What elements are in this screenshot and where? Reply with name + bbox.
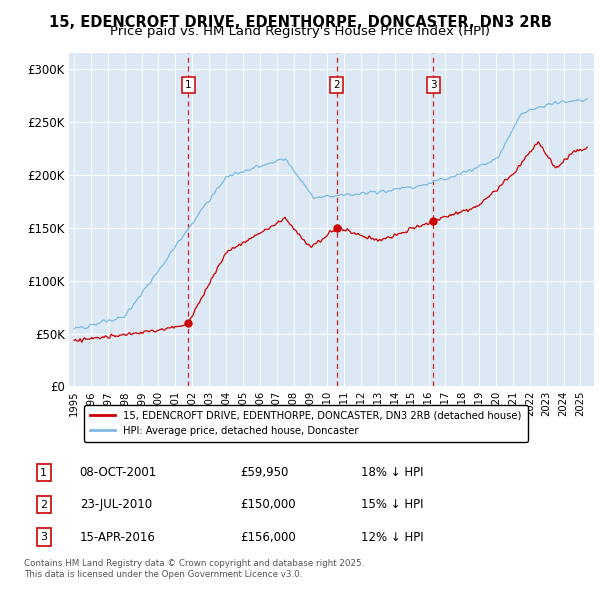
Text: This data is licensed under the Open Government Licence v3.0.: This data is licensed under the Open Gov… bbox=[24, 571, 302, 579]
Text: 18% ↓ HPI: 18% ↓ HPI bbox=[361, 466, 424, 479]
Text: £150,000: £150,000 bbox=[240, 499, 295, 512]
Text: 23-JUL-2010: 23-JUL-2010 bbox=[80, 499, 152, 512]
Text: £59,950: £59,950 bbox=[240, 466, 288, 479]
Text: 15% ↓ HPI: 15% ↓ HPI bbox=[361, 499, 424, 512]
Text: Contains HM Land Registry data © Crown copyright and database right 2025.: Contains HM Land Registry data © Crown c… bbox=[24, 559, 364, 568]
Text: 1: 1 bbox=[40, 468, 47, 478]
Text: 15-APR-2016: 15-APR-2016 bbox=[80, 530, 155, 543]
Legend: 15, EDENCROFT DRIVE, EDENTHORPE, DONCASTER, DN3 2RB (detached house), HPI: Avera: 15, EDENCROFT DRIVE, EDENTHORPE, DONCAST… bbox=[85, 405, 527, 442]
Text: 3: 3 bbox=[40, 532, 47, 542]
Text: 2: 2 bbox=[333, 80, 340, 90]
Text: 15, EDENCROFT DRIVE, EDENTHORPE, DONCASTER, DN3 2RB: 15, EDENCROFT DRIVE, EDENTHORPE, DONCAST… bbox=[49, 15, 551, 30]
Text: 12% ↓ HPI: 12% ↓ HPI bbox=[361, 530, 424, 543]
Text: 08-OCT-2001: 08-OCT-2001 bbox=[80, 466, 157, 479]
Text: £156,000: £156,000 bbox=[240, 530, 296, 543]
Text: 1: 1 bbox=[185, 80, 191, 90]
Text: Price paid vs. HM Land Registry's House Price Index (HPI): Price paid vs. HM Land Registry's House … bbox=[110, 25, 490, 38]
Text: 3: 3 bbox=[430, 80, 437, 90]
Text: 2: 2 bbox=[40, 500, 47, 510]
